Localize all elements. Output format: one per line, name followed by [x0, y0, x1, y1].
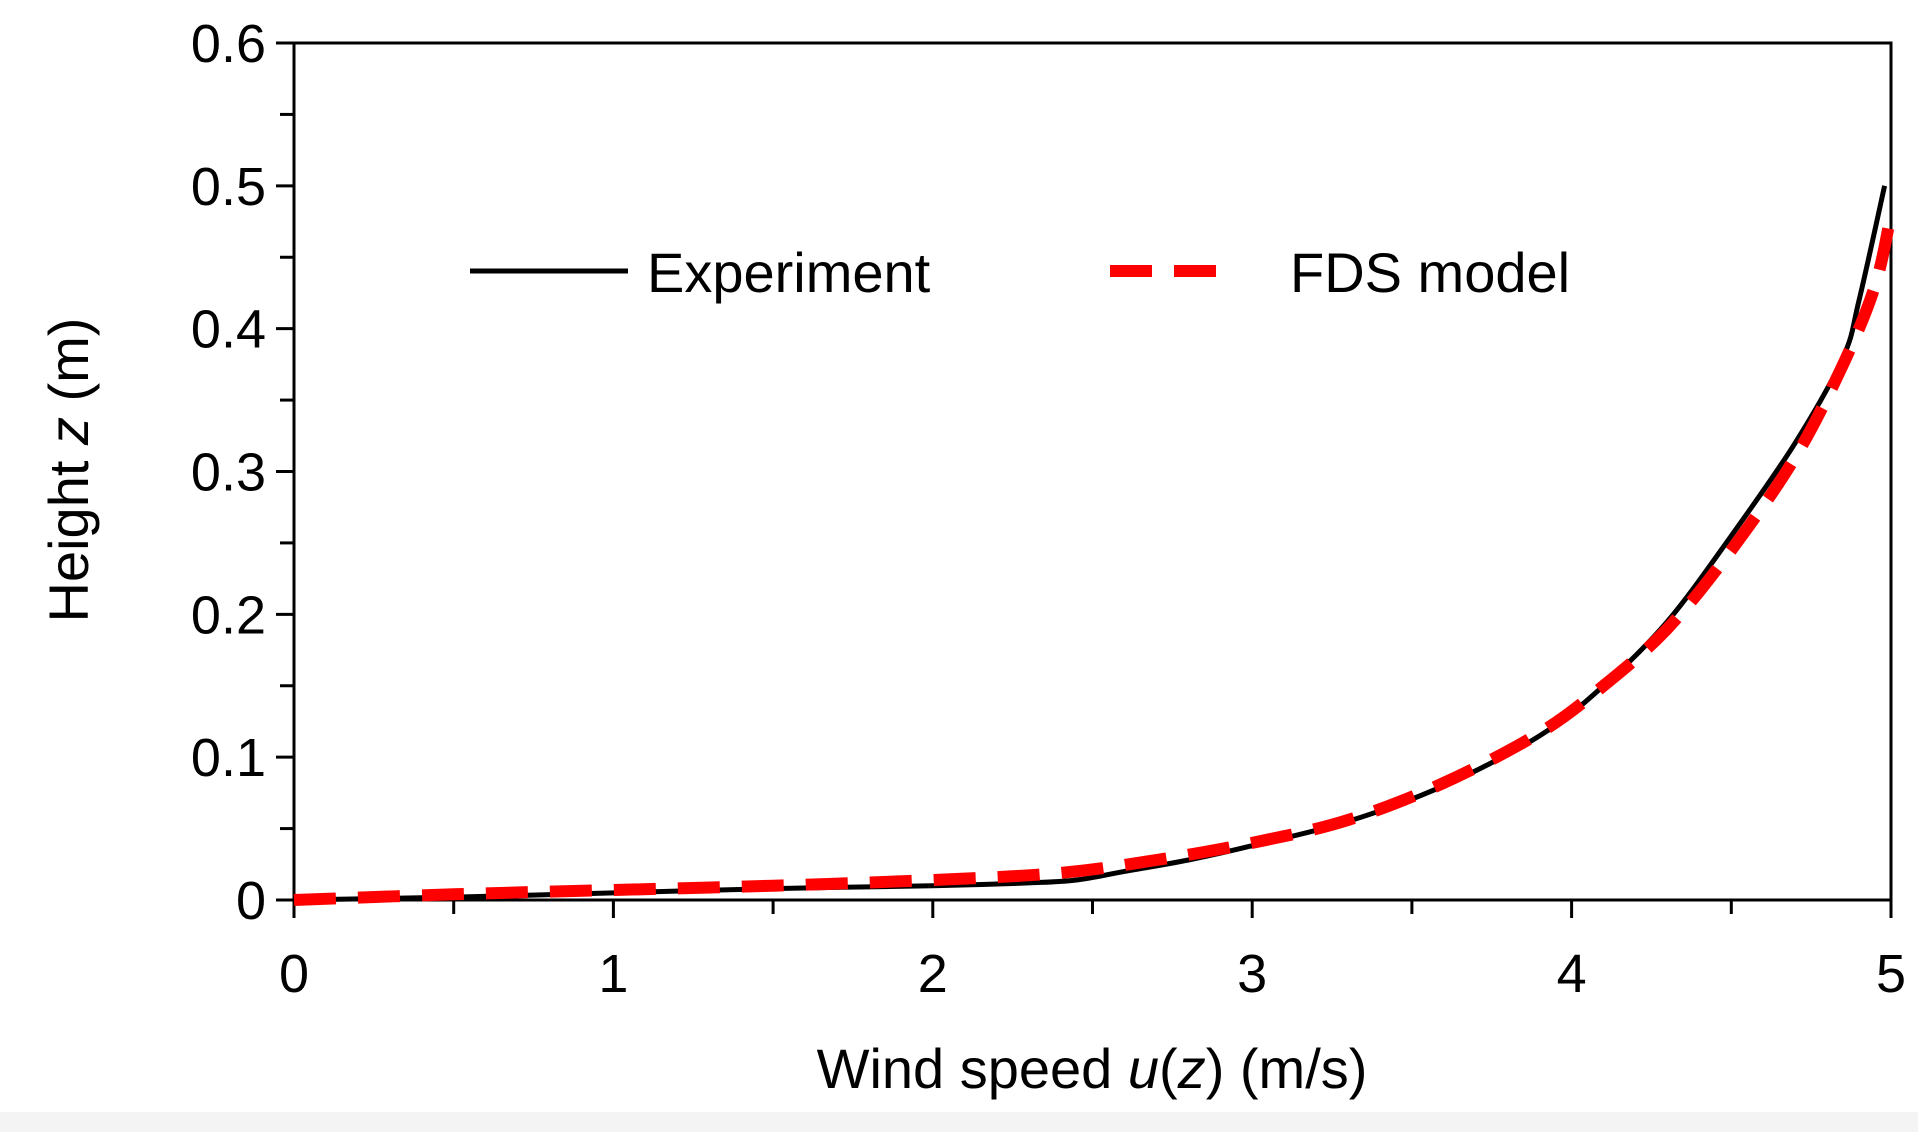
- y-tick-label: 0.3: [191, 443, 266, 503]
- x-tick-label: 4: [1557, 944, 1587, 1004]
- legend-label-fds-model: FDS model: [1290, 241, 1570, 304]
- x-axis-ticks: 0 1 2 3 4 5: [279, 900, 1906, 1004]
- legend: Experiment FDS model: [470, 241, 1570, 304]
- y-tick-label: 0.1: [191, 728, 266, 788]
- footer-strip: [0, 1112, 1918, 1132]
- y-tick-label: 0.4: [191, 300, 266, 360]
- y-tick-label: 0.6: [191, 14, 266, 74]
- y-axis-title: Height z (m): [37, 318, 100, 623]
- series-layer: [293, 185, 1897, 906]
- y-axis-ticks: 0 0.1 0.2 0.3 0.4 0.5 0.6: [191, 14, 294, 931]
- x-tick-label: 2: [918, 944, 948, 1004]
- x-tick-label: 1: [598, 944, 628, 1004]
- y-tick-label: 0.2: [191, 585, 266, 645]
- y-tick-label: 0: [236, 871, 266, 931]
- x-axis-title: Wind speed u(z) (m/s): [817, 1037, 1368, 1100]
- x-tick-label: 5: [1876, 944, 1906, 1004]
- x-tick-label: 0: [279, 944, 309, 1004]
- series-line-fds-model: [293, 213, 1897, 906]
- legend-label-experiment: Experiment: [647, 241, 931, 304]
- y-tick-label: 0.5: [191, 157, 266, 217]
- x-tick-label: 3: [1237, 944, 1267, 1004]
- series-line-experiment: [293, 185, 1888, 903]
- plot-frame: [292, 41, 1893, 902]
